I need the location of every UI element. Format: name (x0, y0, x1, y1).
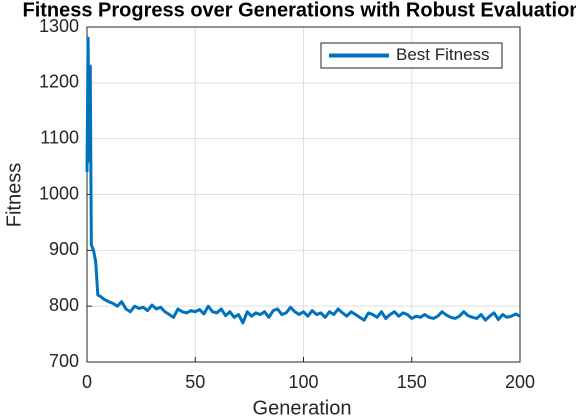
x-tick-label: 200 (505, 372, 535, 392)
plot-frame (86, 26, 521, 363)
legend-label: Best Fitness (396, 45, 490, 64)
y-axis-label: Fitness (3, 163, 25, 227)
x-tick-label: 50 (185, 372, 205, 392)
y-tick-label: 1200 (39, 72, 79, 92)
y-tick-label: 1300 (39, 16, 79, 36)
y-tick-label: 900 (49, 239, 79, 259)
y-tick-label: 700 (49, 351, 79, 371)
y-tick-label: 800 (49, 295, 79, 315)
y-tick-label: 1100 (40, 127, 79, 147)
x-axis-label: Generation (253, 397, 352, 419)
chart-title: Fitness Progress over Generations with R… (22, 0, 576, 21)
y-tick-label: 1000 (39, 183, 79, 203)
x-tick-label: 0 (82, 372, 92, 392)
x-tick-label: 100 (288, 372, 318, 392)
line-series (85, 36, 521, 325)
x-tick-label: 150 (397, 372, 427, 392)
